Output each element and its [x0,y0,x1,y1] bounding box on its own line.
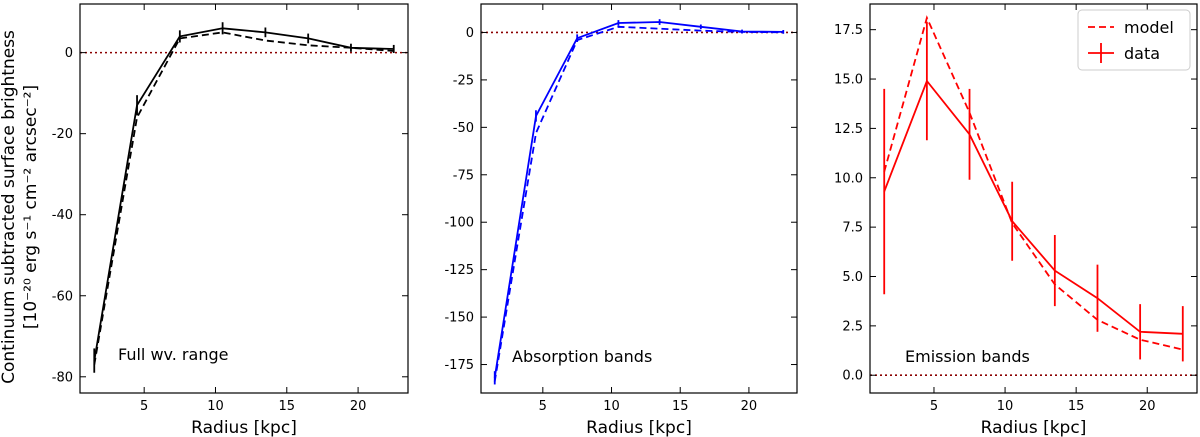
y-tick-label: 17.5 [834,23,863,38]
y-tick-label: -40 [52,208,73,223]
x-tick-label: 5 [539,399,547,414]
x-tick-label: 20 [1139,399,1156,414]
y-tick-label: 10.0 [834,171,863,186]
y-tick-label: -150 [444,311,474,326]
y-tick-label: 0 [466,26,474,41]
x-tick-label: 20 [350,399,367,414]
plot-frame [79,3,409,394]
x-tick-label: 5 [930,399,938,414]
legend-data-label: data [1124,44,1160,63]
plot-frame [869,3,1198,394]
y-tick-label: 15.0 [834,73,863,88]
y-tick-label: -75 [453,168,474,183]
x-axis-label: Radius [kpc] [191,418,297,437]
legend-box [1077,9,1191,71]
y-tick-label: 12.5 [834,122,863,137]
x-tick-label: 15 [672,399,689,414]
panel-annotation: Emission bands [905,347,1030,366]
model-series-line [93,31,394,365]
panel-annotation: Absorption bands [512,347,652,366]
y-tick-label: 7.5 [842,221,863,236]
legend-model-label: model [1124,18,1174,37]
panel-2: 5 10 15 20 -175 -150 -125 -100 -75 -50 -25 0 Radius … [444,3,798,437]
legend: model data [1077,9,1191,71]
x-tick-label: 20 [741,399,758,414]
y-tick-label: -60 [52,289,73,304]
x-tick-label: 15 [1068,399,1085,414]
y-tick-label: -80 [52,370,73,385]
y-tick-label: -50 [453,121,474,136]
panel-1: 5 10 15 20 -80 -60 -40 -20 0 Radius [kpc] Full wv.… [52,3,409,437]
y-tick-label: -125 [444,263,474,278]
y-tick-label: 5.0 [842,270,863,285]
y-tick-label: 0 [65,46,73,61]
x-tick-label: 5 [140,399,148,414]
y-tick-label: 2.5 [842,319,863,334]
x-axis-label: Radius [kpc] [586,418,692,437]
x-tick-label: 10 [997,399,1014,414]
x-tick-label: 15 [279,399,296,414]
data-series-line [493,21,784,378]
data-series-line [883,79,1183,335]
y-tick-label: 0.0 [842,369,863,384]
panel-3: 5 10 15 20 0.0 2.5 5.0 7.5 10.0 12.5 15.0 17.5 Radiu… [834,3,1198,437]
x-tick-label: 10 [207,399,224,414]
plot-frame [480,3,798,394]
y-axis-label-line2: [10⁻²⁰ erg s⁻¹ cm⁻² arcsec⁻²] [21,85,41,329]
x-tick-label: 10 [603,399,620,414]
y-axis-label-line1: Continuum subtracted surface brightness [0,30,19,384]
x-axis-label: Radius [kpc] [981,418,1087,437]
data-series-line [93,27,394,361]
y-tick-label: -100 [444,216,474,231]
y-tick-label: -25 [453,73,474,88]
panel-annotation: Full wv. range [118,345,228,364]
model-series-line [493,25,784,382]
y-tick-label: -20 [52,127,73,142]
y-tick-label: -175 [444,358,474,373]
model-series-line [883,15,1184,351]
